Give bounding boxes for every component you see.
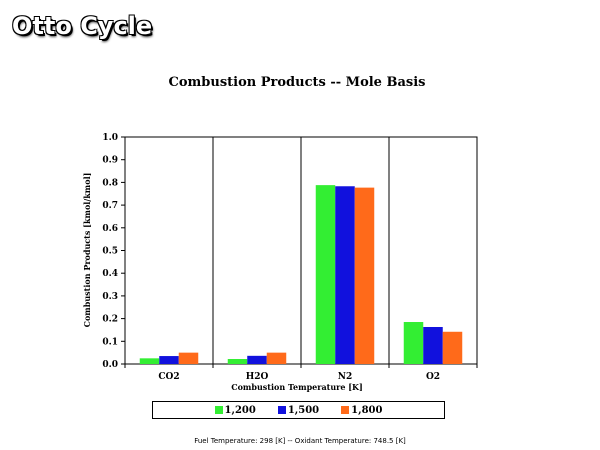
y-tick-label: 0.6: [102, 224, 118, 234]
legend-swatch: [341, 406, 350, 414]
legend-label: 1,500: [287, 404, 320, 416]
bar-o2-1200: [403, 322, 424, 364]
x-tick-label: H2O: [246, 372, 269, 382]
plot-area: 0.0 0.1 0.2 0.3 0.4 0.5 0.6 0.7 0.8 0.9 1.0 CO2 H2O N…: [102, 133, 478, 382]
legend-item: 1,500: [277, 404, 320, 416]
legend-item: 1,200: [214, 404, 256, 416]
bar-n2-1500: [335, 186, 355, 364]
bar-n2-1800: [354, 187, 375, 364]
y-tick-label: 1.0: [102, 133, 118, 143]
bar-n2-1200: [315, 185, 336, 364]
x-axis-label: Combustion Temperature [K]: [231, 382, 363, 392]
legend-label: 1,200: [224, 404, 256, 416]
legend-swatch: [277, 406, 286, 414]
y-axis-label: Combustion Products [kmol/kmol]: [82, 173, 92, 328]
bar-h2o-1200: [227, 359, 248, 364]
bar-o2-1800: [442, 331, 463, 364]
y-tick-label: 0.1: [102, 337, 118, 347]
bar-h2o-1500: [247, 355, 267, 364]
x-tick-label: CO2: [158, 372, 179, 382]
bar-o2-1500: [423, 326, 443, 364]
x-tick-label: N2: [338, 372, 353, 382]
bar-co2-1800: [178, 352, 199, 364]
bar-h2o-1800: [266, 352, 287, 364]
y-tick-label: 0.8: [102, 178, 118, 188]
chart-title: Combustion Products -- Mole Basis: [169, 75, 426, 90]
legend-swatch: [214, 406, 223, 414]
legend: 1,200 1,500 1,800: [152, 401, 445, 419]
y-tick-label: 0.9: [102, 156, 118, 166]
y-tick-label: 0.3: [102, 292, 118, 302]
y-tick-label: 0.0: [102, 360, 118, 370]
bar-co2-1500: [159, 356, 179, 364]
y-tick-label: 0.5: [102, 247, 118, 257]
y-tick-label: 0.4: [102, 269, 118, 279]
y-tick-label: 0.2: [102, 315, 118, 325]
footnote: Fuel Temperature: 298 [K] -- Oxidant Tem…: [194, 437, 406, 445]
y-tick-label: 0.7: [102, 201, 118, 211]
legend-item: 1,800: [341, 405, 382, 416]
bar-co2-1200: [139, 358, 160, 364]
slide-title: Otto Cycle: [12, 12, 153, 40]
x-tick-label: O2: [426, 372, 440, 382]
legend-label: 1,800: [351, 404, 383, 416]
